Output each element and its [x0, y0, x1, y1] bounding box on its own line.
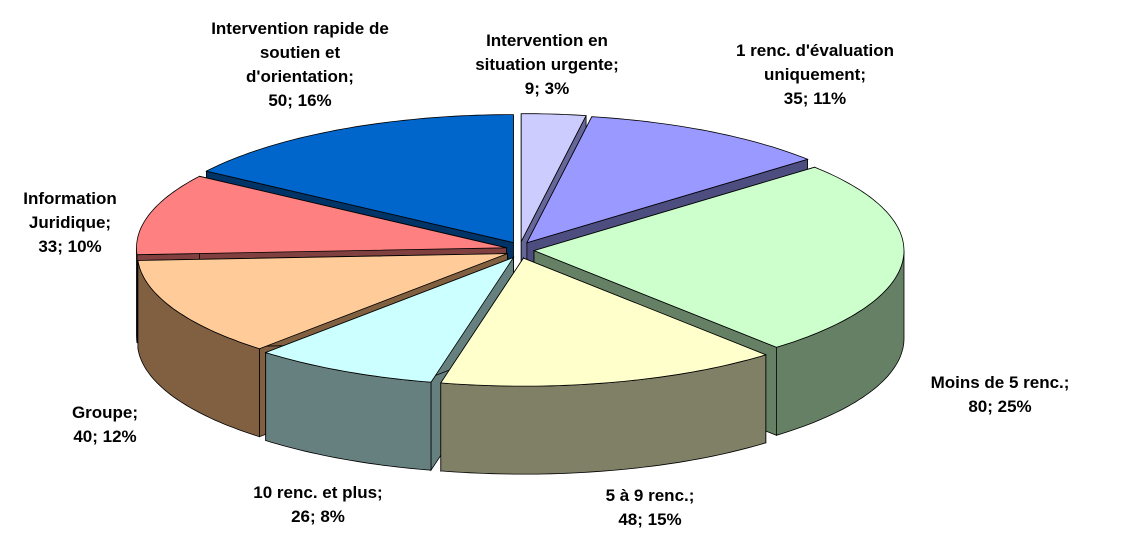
- slice: [440, 257, 768, 387]
- label-value: 48; 15%: [618, 510, 682, 529]
- data-label: Intervention en situation urgente; 9; 3%: [447, 29, 647, 101]
- data-label: Intervention rapide de soutien et d'orie…: [198, 17, 403, 113]
- label-value: 35; 11%: [783, 89, 847, 108]
- label-name: 1 renc. d'évaluation uniquement;: [735, 41, 895, 84]
- data-label: Information Juridique; 33; 10%: [0, 187, 140, 259]
- label-value: 80; 25%: [968, 397, 1032, 416]
- data-label: 1 renc. d'évaluation uniquement; 35; 11%: [705, 39, 925, 111]
- slice-wall: [136, 247, 138, 343]
- slice: [520, 113, 587, 242]
- data-label: Groupe; 40; 12%: [20, 401, 190, 449]
- slice: [137, 253, 508, 350]
- label-name: 10 renc. et plus;: [253, 483, 383, 502]
- data-label: 10 renc. et plus; 26; 8%: [198, 481, 438, 529]
- label-name: 5 à 9 renc.;: [605, 486, 695, 505]
- label-name: Information Juridique;: [23, 189, 117, 232]
- label-name: Moins de 5 renc.;: [930, 373, 1070, 392]
- slice: [532, 166, 905, 348]
- label-name: Groupe;: [71, 403, 139, 422]
- label-name: Intervention en situation urgente;: [475, 31, 619, 74]
- slice: [136, 175, 507, 256]
- slice: [526, 116, 809, 244]
- data-label: 5 à 9 renc.; 48; 15%: [540, 484, 760, 532]
- label-value: 9; 3%: [524, 79, 570, 98]
- label-value: 26; 8%: [291, 507, 345, 526]
- label-name: Intervention rapide de soutien et d'orie…: [211, 19, 389, 86]
- label-value: 33; 10%: [38, 237, 102, 256]
- label-value: 40; 12%: [73, 427, 137, 446]
- data-label: Moins de 5 renc.; 80; 25%: [860, 371, 1126, 419]
- slice: [205, 114, 514, 244]
- slice: [264, 256, 515, 383]
- label-value: 50; 16%: [268, 91, 332, 110]
